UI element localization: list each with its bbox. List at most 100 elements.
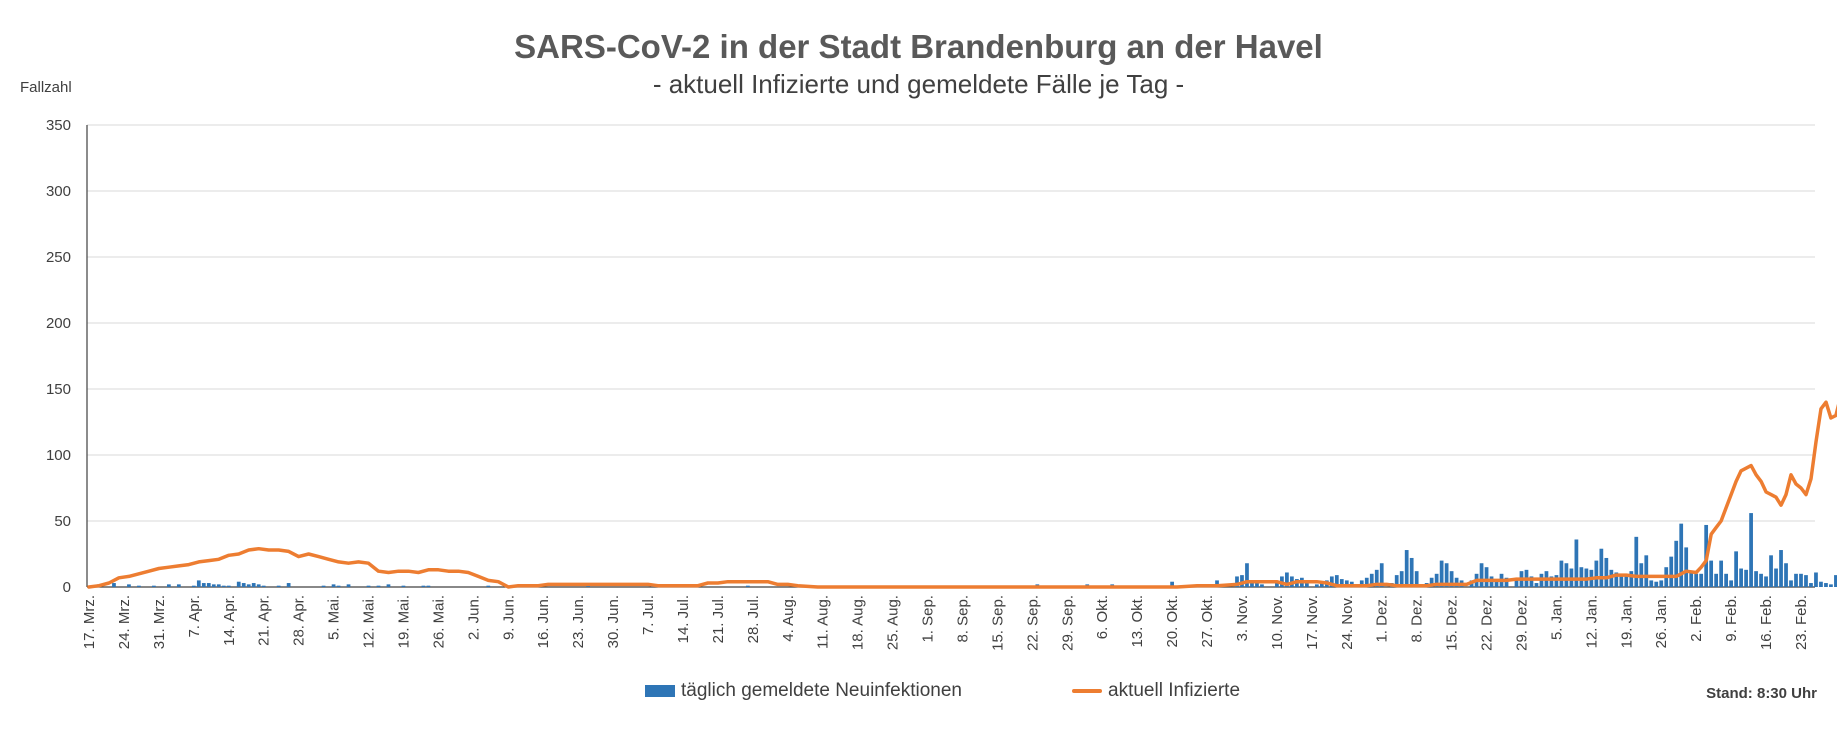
bar xyxy=(137,585,141,587)
bar xyxy=(1649,580,1654,587)
x-tick-label: 31. Mrz. xyxy=(151,595,168,649)
bar xyxy=(1764,576,1768,587)
bar xyxy=(1245,563,1249,587)
bar xyxy=(1564,563,1569,587)
bar xyxy=(1629,571,1634,587)
chart-subtitle: - aktuell Infizierte und gemeldete Fälle… xyxy=(652,69,1185,99)
bar xyxy=(1824,583,1828,587)
bar xyxy=(1614,572,1619,587)
bar xyxy=(1719,560,1724,587)
y-tick-label: 150 xyxy=(46,381,71,398)
bar xyxy=(1215,580,1219,587)
bar xyxy=(276,585,281,587)
bar xyxy=(1709,560,1714,587)
chart-title: SARS-CoV-2 in der Stadt Brandenburg an d… xyxy=(514,28,1323,65)
bar xyxy=(1344,580,1349,587)
bar xyxy=(1574,539,1579,587)
x-tick-label: 24. Mrz. xyxy=(116,595,133,649)
bar xyxy=(176,584,181,587)
bar xyxy=(191,585,196,587)
bar xyxy=(1739,568,1743,587)
bar xyxy=(206,583,211,587)
bar xyxy=(1754,571,1758,587)
x-tick-label: 29. Sep. xyxy=(1059,595,1076,651)
bar xyxy=(1439,560,1444,587)
bar xyxy=(1359,580,1364,587)
x-tick-label: 15. Dez. xyxy=(1444,595,1461,651)
bar xyxy=(1304,580,1309,587)
legend-item-bars: täglich gemeldete Neuinfektionen xyxy=(645,680,962,702)
x-tick-label: 15. Sep. xyxy=(989,595,1006,651)
bar xyxy=(1624,573,1629,587)
bar xyxy=(336,585,341,587)
bar xyxy=(196,580,201,587)
x-tick-label: 5. Mai. xyxy=(326,595,343,640)
legend-item-line: aktuell Infizierte xyxy=(1072,680,1240,702)
bar xyxy=(211,584,216,587)
x-tick-label: 1. Dez. xyxy=(1374,595,1391,643)
legend-label-line: aktuell Infizierte xyxy=(1108,680,1241,701)
bar xyxy=(216,584,221,587)
bar xyxy=(1379,563,1384,587)
x-tick-label: 7. Apr. xyxy=(186,595,203,638)
bar xyxy=(1374,569,1379,587)
bar xyxy=(1759,573,1763,587)
bar xyxy=(1314,584,1319,587)
y-tick-label: 50 xyxy=(54,513,71,530)
bar xyxy=(251,583,256,587)
x-tick-label: 3. Nov. xyxy=(1234,595,1251,641)
bar xyxy=(1170,581,1174,587)
bar xyxy=(1774,568,1778,587)
x-tick-label: 2. Jun. xyxy=(465,595,482,640)
bar xyxy=(1260,584,1264,587)
bar xyxy=(166,584,171,587)
x-tick-label: 8. Sep. xyxy=(954,595,971,643)
bar xyxy=(1729,580,1733,587)
x-tick-label: 21. Jul. xyxy=(710,595,727,643)
bar xyxy=(1619,575,1624,587)
bar xyxy=(1319,583,1324,587)
x-tick-label: 4. Aug. xyxy=(780,595,797,642)
y-tick-label: 350 xyxy=(46,117,71,134)
bar xyxy=(1634,536,1639,587)
bar xyxy=(1684,547,1689,587)
bar xyxy=(426,585,431,587)
x-tick-label: 9. Feb. xyxy=(1723,595,1740,642)
bar xyxy=(1599,548,1604,587)
x-tick-label: 23. Jun. xyxy=(570,595,587,648)
bar xyxy=(1829,584,1833,587)
bar xyxy=(1749,513,1753,587)
y-tick-label: 300 xyxy=(46,183,71,200)
bar xyxy=(1654,581,1659,587)
bar xyxy=(1819,581,1823,587)
x-tick-label: 9. Jun. xyxy=(500,595,517,640)
bar xyxy=(1494,580,1499,587)
x-tick-label: 30. Jun. xyxy=(605,595,622,648)
bar xyxy=(1579,567,1584,587)
bar xyxy=(745,585,750,587)
x-tick-label: 24. Nov. xyxy=(1339,595,1356,650)
bar xyxy=(1479,563,1484,587)
bar xyxy=(401,585,406,587)
bar xyxy=(1364,577,1369,587)
bar xyxy=(1804,575,1808,587)
y-tick-label: 100 xyxy=(46,447,71,464)
bar xyxy=(1689,571,1694,587)
bar xyxy=(1699,573,1704,587)
bar xyxy=(1769,555,1773,587)
bar xyxy=(1674,540,1679,587)
x-tick-label: 5. Jan. xyxy=(1548,595,1565,640)
bar xyxy=(1604,557,1609,587)
bar xyxy=(1669,556,1674,587)
bar xyxy=(1434,573,1439,587)
bar xyxy=(1724,573,1729,587)
x-tick-label: 27. Okt. xyxy=(1199,595,1216,648)
bar xyxy=(1784,563,1788,587)
x-tick-label: 10. Nov. xyxy=(1269,595,1286,650)
y-tick-label: 0 xyxy=(63,579,71,596)
x-tick-label: 26. Jan. xyxy=(1653,595,1670,648)
bar xyxy=(1514,580,1519,587)
bar xyxy=(261,585,266,587)
stand-timestamp: Stand: 8:30 Uhr xyxy=(1706,685,1817,702)
